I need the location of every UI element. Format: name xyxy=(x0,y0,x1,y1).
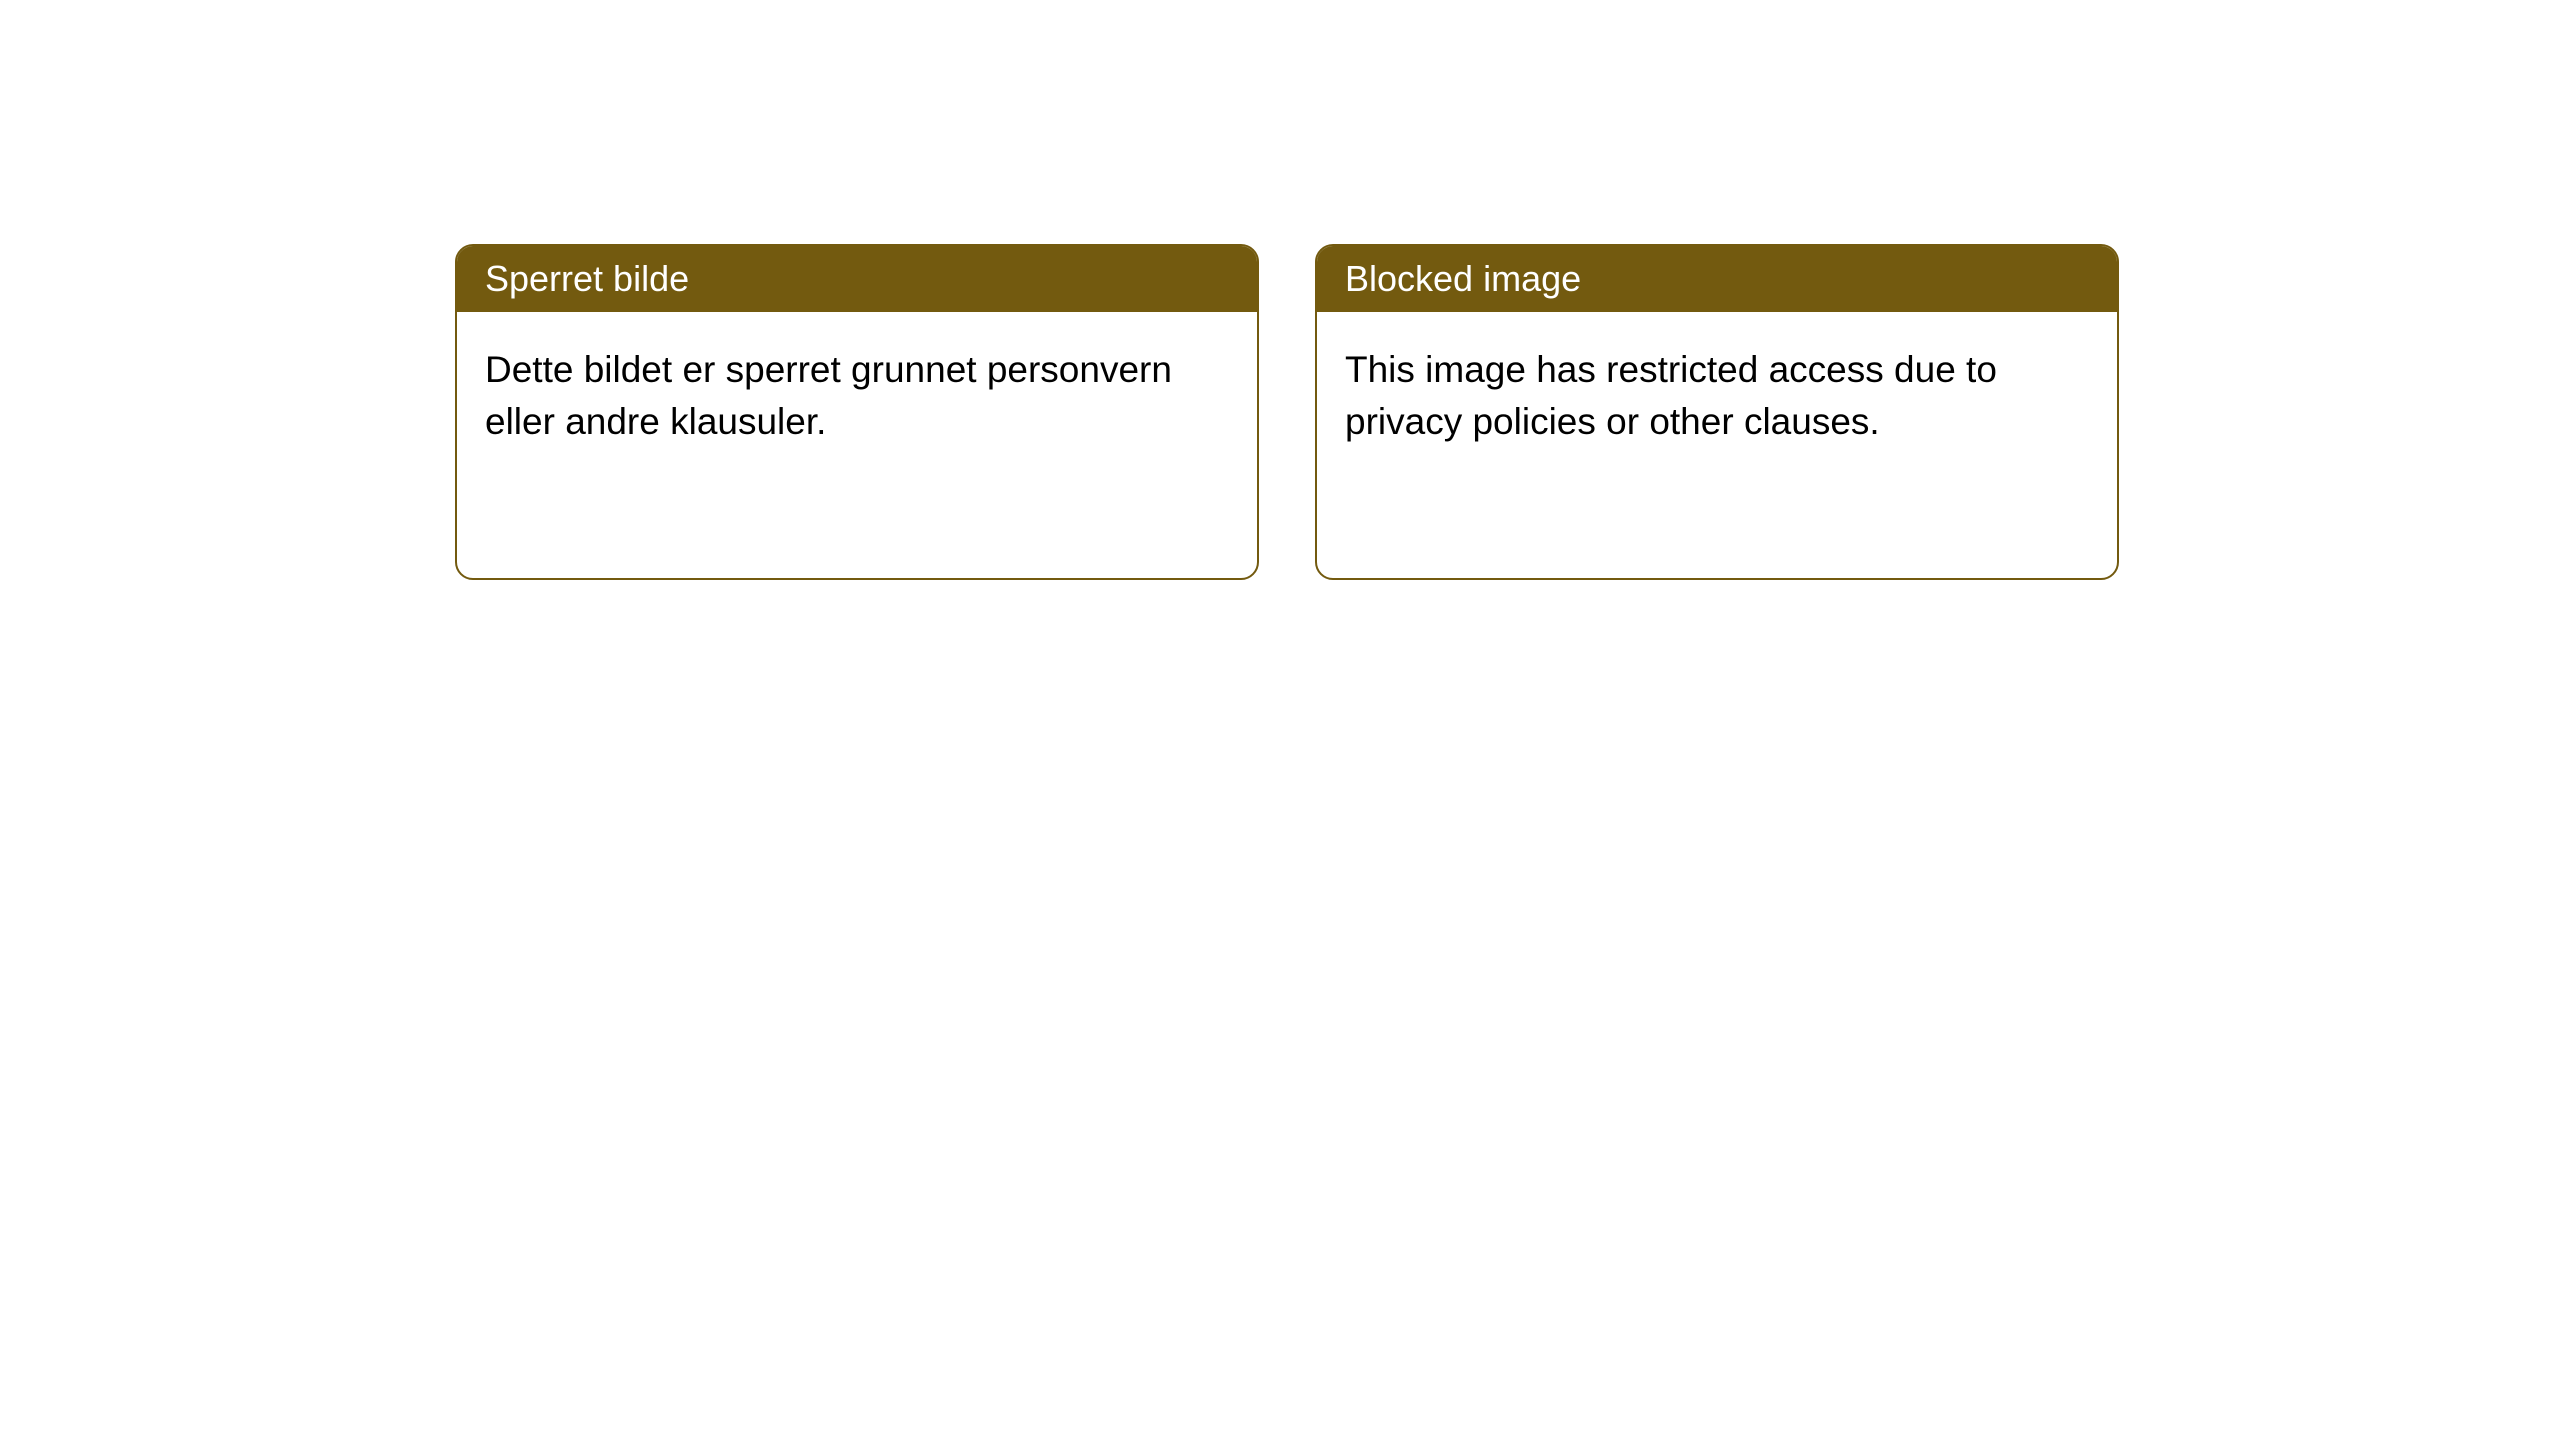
card-body: Dette bildet er sperret grunnet personve… xyxy=(457,312,1257,480)
card-header: Sperret bilde xyxy=(457,246,1257,312)
notice-card-english: Blocked image This image has restricted … xyxy=(1315,244,2119,580)
card-title: Sperret bilde xyxy=(485,258,689,299)
notice-cards-container: Sperret bilde Dette bildet er sperret gr… xyxy=(0,0,2560,580)
card-header: Blocked image xyxy=(1317,246,2117,312)
card-body-text: This image has restricted access due to … xyxy=(1345,349,1997,442)
card-title: Blocked image xyxy=(1345,258,1581,299)
notice-card-norwegian: Sperret bilde Dette bildet er sperret gr… xyxy=(455,244,1259,580)
card-body: This image has restricted access due to … xyxy=(1317,312,2117,480)
card-body-text: Dette bildet er sperret grunnet personve… xyxy=(485,349,1172,442)
